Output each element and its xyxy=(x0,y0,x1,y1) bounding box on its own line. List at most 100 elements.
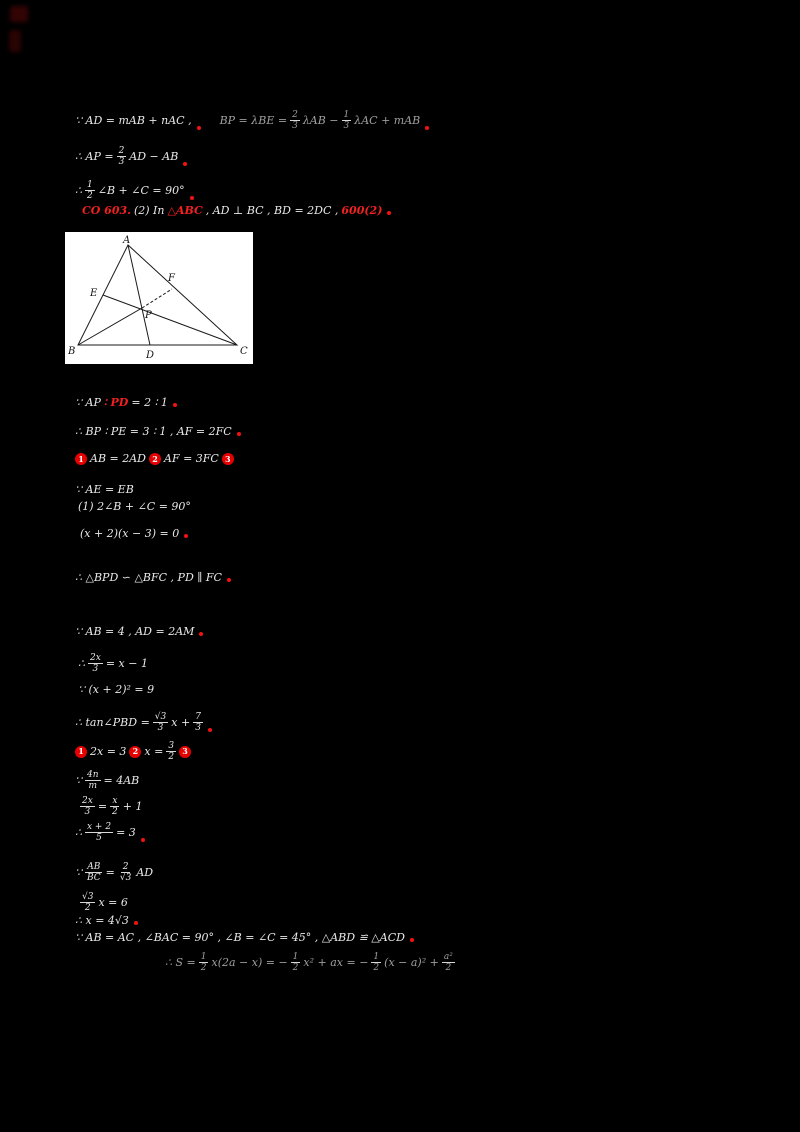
fraction: AB BC xyxy=(85,862,103,884)
math-text: ∵ AB = 4 , AD = 2AM xyxy=(75,625,195,638)
math-text: ∴ BP ∶ PE = 3 ∶ 1 , AF = 2FC xyxy=(75,425,232,438)
red-period xyxy=(189,195,194,200)
math-text: x = 6 xyxy=(98,895,128,909)
cevian-EC xyxy=(102,294,238,346)
math-text: ∵ AE = EB xyxy=(75,483,134,496)
circled-number-icon: 3 xyxy=(179,745,192,758)
math-text: AF = 3FC xyxy=(164,452,219,465)
red-period xyxy=(226,578,231,583)
math-line: (x + 2)(x − 3) = 0 xyxy=(80,527,190,540)
segment-BP xyxy=(77,307,143,346)
red-period xyxy=(409,938,414,943)
fraction: 2x 3 xyxy=(80,796,95,818)
math-text: ∵ (x + 2)² = 9 xyxy=(78,683,155,696)
math-text: ∵ xyxy=(75,773,82,787)
red-period xyxy=(172,403,177,408)
math-text: 2x = 3 xyxy=(90,744,127,758)
math-text: ∵ AP xyxy=(75,396,101,409)
red-period xyxy=(140,837,145,842)
math-text: x(2a − x) = − xyxy=(211,955,288,969)
point-label-D: D xyxy=(145,350,154,361)
math-line: ∵ 4n m = 4AB xyxy=(75,770,139,792)
red-period xyxy=(196,125,201,130)
math-text: (2) In xyxy=(133,204,165,217)
vertex-label-A: A xyxy=(122,235,130,246)
math-text: = 4AB xyxy=(103,773,140,787)
math-text: = 3 xyxy=(116,825,136,839)
red-period xyxy=(199,632,204,637)
math-line: ∵ AP ∶ PD = 2 ∶ 1 xyxy=(75,396,179,409)
math-text: x + xyxy=(171,715,191,729)
math-text: ∴ △BPD ∽ △BFC , PD ∥ FC xyxy=(75,571,222,584)
numbered-equation-line: 1 AB = 2AD 2 AF = 3FC 3 xyxy=(75,452,234,466)
red-period xyxy=(184,534,189,539)
circled-number-icon: 3 xyxy=(221,453,234,466)
problem-heading-line: CO 603. (2) In △ABC , AD ⊥ BC , BD = 2DC… xyxy=(82,204,393,217)
fraction: √3 3 xyxy=(152,712,169,734)
math-text: ∵ AD = mAB + nAC , xyxy=(75,113,192,127)
red-period xyxy=(425,125,430,130)
math-text: AD − AB xyxy=(129,149,179,163)
triangle-diagram: A B C D E F P xyxy=(67,235,248,361)
math-text: ∴ xyxy=(75,825,82,839)
cevian-AD xyxy=(127,244,151,346)
point-label-E: E xyxy=(89,288,98,299)
math-line: ∵ (x + 2)² = 9 xyxy=(78,683,155,696)
math-text: ∴ S = xyxy=(165,955,196,969)
math-text: ∴ AP = xyxy=(75,149,114,163)
red-period xyxy=(207,727,212,732)
math-line: ∵ AB = 4 , AD = 2AM xyxy=(75,625,205,638)
red-period xyxy=(183,161,188,166)
vertex-label-C: C xyxy=(240,346,248,357)
math-line: ∴ BP ∶ PE = 3 ∶ 1 , AF = 2FC xyxy=(75,425,243,438)
highlight-text: 600(2) xyxy=(341,204,383,217)
red-period xyxy=(236,432,241,437)
highlight-text: CO 603. xyxy=(82,204,131,217)
fraction: 2 √3 xyxy=(119,862,132,884)
math-text: (x + 2)(x − 3) = 0 xyxy=(80,527,180,540)
circled-number-icon: 2 xyxy=(149,453,161,466)
math-text: (1) 2∠B + ∠C = 90° xyxy=(78,500,191,513)
math-text: ∠B + ∠C = 90° xyxy=(97,183,185,197)
red-period xyxy=(133,921,138,926)
ink-smudge xyxy=(9,30,21,52)
vertex-label-B: B xyxy=(67,346,75,357)
math-line: √3 2 x = 6 xyxy=(80,892,128,914)
ink-smudge xyxy=(10,6,28,22)
red-period xyxy=(387,211,392,216)
math-text: AD xyxy=(136,865,154,879)
triangle-figure: A B C D E F P xyxy=(65,232,253,364)
circled-number-icon: 2 xyxy=(129,745,142,758)
math-text: λAB − xyxy=(302,113,339,127)
math-line: ∴ 2x 3 = x − 1 xyxy=(78,653,148,675)
highlight-text: ∶ PD xyxy=(103,396,129,409)
point-label-F: F xyxy=(167,273,176,284)
circled-number-icon: 1 xyxy=(75,745,87,758)
math-text: x = xyxy=(144,744,164,758)
math-text: + 1 xyxy=(122,799,143,813)
math-text: (x − a)² + xyxy=(384,955,439,969)
highlight-text: △ABC xyxy=(167,204,203,217)
math-text: = 2 ∶ 1 xyxy=(131,396,168,409)
math-text: BP = λBE = xyxy=(219,113,288,127)
math-line: ∵ AE = EB xyxy=(75,483,134,496)
math-text: ∴ xyxy=(78,656,85,670)
math-text: , AD ⊥ BC , BD = 2DC , xyxy=(205,204,339,217)
math-text: = xyxy=(97,799,108,813)
